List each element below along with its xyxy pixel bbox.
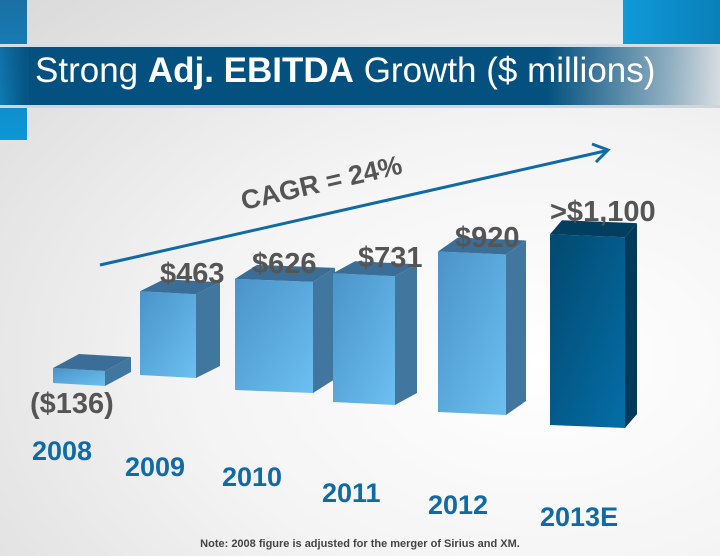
bar-top: [438, 237, 526, 255]
cagr-arrow: [99, 149, 606, 267]
year-label: 2010: [222, 462, 283, 492]
bar-side: [506, 240, 526, 415]
year-label: 2008: [32, 436, 93, 466]
bar-top: [53, 354, 131, 371]
bar-top: [550, 220, 637, 238]
bar-front: [550, 234, 625, 428]
bar-side: [196, 282, 220, 378]
bar-side: [105, 357, 131, 386]
bar-2009: [140, 279, 220, 378]
bar-2012: [438, 237, 526, 415]
data-label: $626: [252, 248, 317, 280]
bar-2013E: [550, 220, 637, 428]
title-part1: Strong: [35, 51, 148, 90]
title-band: [0, 44, 720, 108]
bar-top: [140, 279, 220, 295]
bar-front: [438, 251, 506, 415]
data-label: $463: [160, 258, 225, 290]
bar-side: [395, 264, 417, 405]
year-label: 2011: [322, 478, 381, 508]
data-label: $731: [358, 242, 423, 274]
bar-2008: [53, 354, 131, 386]
year-label: 2012: [428, 490, 489, 520]
title-part2: Growth ($ millions): [353, 51, 656, 90]
data-label: ($136): [30, 388, 114, 420]
bar-front: [140, 291, 196, 378]
bar-front: [235, 278, 313, 393]
data-label: >$1,100: [550, 196, 656, 228]
slide-title: Strong Adj. EBITDA Growth ($ millions): [35, 51, 655, 91]
bar-2010: [235, 264, 335, 393]
footnote: Note: 2008 figure is adjusted for the me…: [200, 538, 520, 550]
title-bold: Adj. EBITDA: [147, 51, 354, 90]
bar-front: [53, 368, 105, 386]
bar-front: [333, 273, 395, 405]
bar-top: [235, 264, 335, 282]
corner-accent-right: [623, 0, 720, 46]
bar-2011: [333, 261, 417, 405]
bar-top: [333, 261, 417, 277]
year-label: 2013E: [540, 502, 619, 532]
bar-side: [625, 223, 637, 428]
year-label: 2009: [125, 452, 186, 482]
bar-side: [313, 267, 335, 393]
cagr-arrowhead: [591, 142, 611, 164]
data-label: $920: [455, 222, 520, 254]
